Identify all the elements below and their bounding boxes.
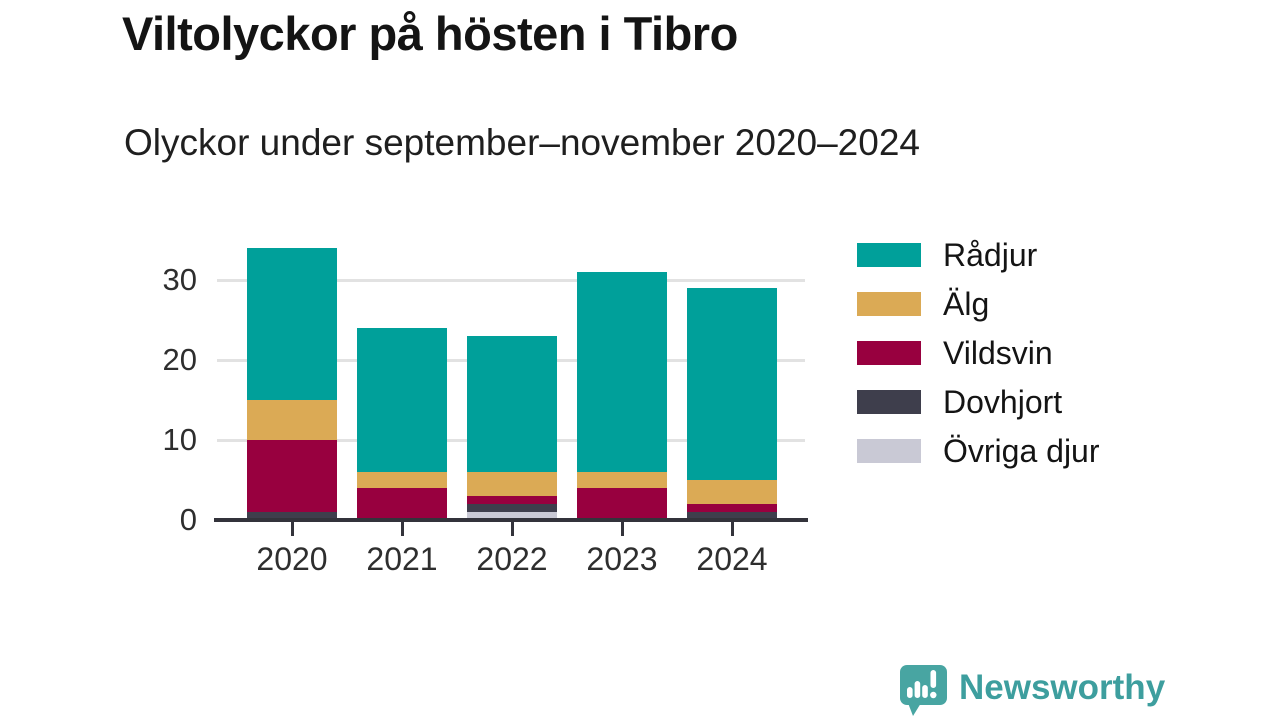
x-tick-mark [620,522,624,536]
legend-row: Älg [857,286,1100,322]
bar-segment-2023 [577,472,667,488]
gridline-30 [217,279,805,282]
legend-swatch-icon [857,390,921,414]
x-axis-line [214,518,808,522]
legend: Rådjur Älg Vildsvin Dovhjort Övriga djur [857,237,1100,487]
bar-segment-2024 [687,288,777,480]
chart-subtitle: Olyckor under september–november 2020–20… [124,122,920,163]
bar-segment-2022 [467,336,557,472]
bar-2020 [247,240,337,520]
bar-2024 [687,240,777,520]
x-tick-mark [290,522,294,536]
legend-row: Vildsvin [857,335,1100,371]
newsworthy-wordmark: Newsworthy [959,668,1166,707]
y-tick-label: 10 [162,422,197,457]
y-tick-label: 30 [162,262,197,297]
legend-swatch-icon [857,292,921,316]
bar-2021 [357,240,447,520]
bar-segment-2022 [467,472,557,496]
x-tick-mark [400,522,404,536]
y-tick-label: 0 [179,502,197,537]
bar-segment-2022 [467,504,557,512]
legend-swatch-icon [857,243,921,267]
newsworthy-logo-icon [900,665,947,716]
bar-segment-2020 [247,248,337,400]
x-tick-label: 2021 [366,541,438,577]
x-tick-label: 2020 [256,541,328,577]
bar-segment-2020 [247,400,337,440]
legend-row: Rådjur [857,237,1100,273]
bar-segment-2020 [247,512,337,520]
x-tick-label: 2023 [586,541,658,577]
legend-label: Övriga djur [943,432,1100,469]
x-tick-mark [510,522,514,536]
bar-segment-2022 [467,512,557,520]
bar-segment-2021 [357,472,447,488]
bar-segment-2024 [687,480,777,504]
bar-segment-2022 [467,496,557,504]
y-tick-label: 20 [162,342,197,377]
x-tick-mark [730,522,734,536]
legend-label: Vildsvin [943,334,1053,371]
legend-row: Övriga djur [857,433,1100,469]
bar-segment-2024 [687,504,777,512]
bar-2022 [467,240,557,520]
chart-title: Viltolyckor på hösten i Tibro [122,7,738,60]
bar-segment-2024 [687,512,777,520]
bar-segment-2023 [577,272,667,472]
legend-swatch-icon [857,341,921,365]
plot-area: 0 10 20 30 2020 2021 2022 2023 2024 [163,240,808,577]
newsworthy-brand: Newsworthy [899,664,1165,717]
bar-2023 [577,240,667,520]
x-tick-label: 2022 [476,541,548,577]
bar-segment-2023 [577,488,667,520]
legend-row: Dovhjort [857,384,1100,420]
bar-segment-2021 [357,328,447,472]
bar-segment-2021 [357,488,447,520]
legend-label: Dovhjort [943,383,1063,420]
legend-label: Rådjur [943,236,1038,273]
legend-label: Älg [943,285,990,322]
legend-swatch-icon [857,439,921,463]
bar-segment-2020 [247,440,337,512]
x-tick-label: 2024 [696,541,768,577]
